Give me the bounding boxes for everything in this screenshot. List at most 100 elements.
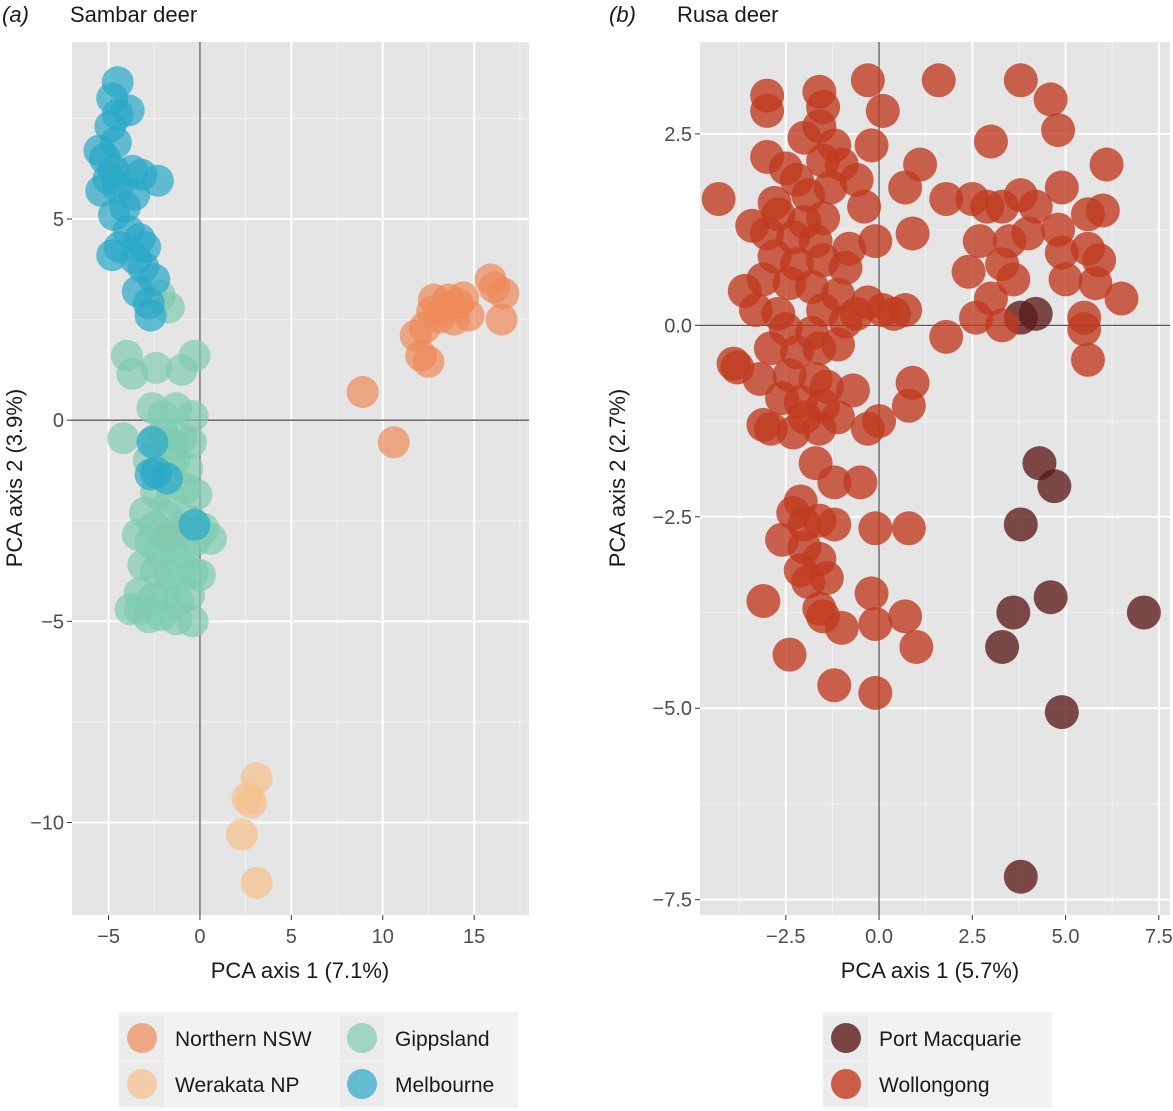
- point-port-macquarie: [1126, 595, 1161, 630]
- point-wollongong: [891, 388, 926, 423]
- legend-marker-wollongong: [831, 1069, 861, 1099]
- x-tick-label: 10: [372, 926, 394, 948]
- x-tick-label: −5: [97, 926, 120, 948]
- point-wollongong: [1048, 262, 1083, 297]
- point-northern-nsw: [377, 426, 410, 459]
- y-tick-label: −2.5: [653, 507, 692, 529]
- point-wollongong: [753, 331, 788, 366]
- point-gippsland: [107, 422, 140, 455]
- panel-tag-b: (b): [609, 2, 636, 27]
- point-wollongong: [835, 373, 870, 408]
- point-port-macquarie: [1044, 695, 1079, 730]
- point-wollongong: [996, 262, 1031, 297]
- point-wollongong: [962, 224, 997, 259]
- point-melbourne: [112, 94, 145, 127]
- point-wollongong: [970, 189, 1005, 224]
- x-tick-label: 5.0: [1052, 926, 1080, 948]
- point-wollongong: [1070, 342, 1105, 377]
- point-wollongong: [959, 300, 994, 335]
- point-wollongong: [854, 128, 889, 163]
- point-port-macquarie: [996, 595, 1031, 630]
- point-wollongong: [1044, 170, 1079, 205]
- legend-marker-northern-nsw: [127, 1023, 157, 1053]
- point-wollongong: [1089, 147, 1124, 182]
- x-tick-label: 2.5: [958, 926, 986, 948]
- point-wollongong: [921, 63, 956, 98]
- panel-tag-a: (a): [2, 2, 29, 27]
- point-gippsland: [132, 601, 165, 634]
- legend-b: Port Macquarie Wollongong: [822, 1012, 1052, 1108]
- legend-label-wollongong: Wollongong: [879, 1074, 990, 1097]
- legend-label-gippsland: Gippsland: [395, 1028, 490, 1051]
- y-axis-title-b: PCA axis 2 (2.7%): [605, 389, 630, 568]
- point-wollongong: [847, 189, 882, 224]
- point-wollongong: [888, 293, 923, 328]
- y-axis-title-a: PCA axis 2 (3.9%): [2, 389, 27, 568]
- point-wollongong: [746, 262, 781, 297]
- point-port-macquarie: [1003, 859, 1038, 894]
- points-a: [83, 66, 520, 899]
- point-northern-nsw: [452, 299, 485, 332]
- legend-marker-gippsland: [347, 1023, 377, 1053]
- y-tick-label: 0.0: [664, 315, 692, 337]
- y-tick-label: 5: [53, 209, 64, 231]
- point-wollongong: [1078, 266, 1113, 301]
- point-wollongong: [716, 346, 751, 381]
- panel-rusa-deer: (b) Rusa deer −2.5 0.0 2.5 5.0 7.5 −7.5−5.0−…: [605, 2, 1173, 1108]
- point-melbourne: [96, 239, 129, 272]
- x-ticks-b: −2.5 0.0 2.5 5.0 7.5: [766, 915, 1173, 948]
- x-tick-label: −2.5: [766, 926, 805, 948]
- y-tick-label: 2.5: [664, 124, 692, 146]
- point-wollongong: [1018, 189, 1053, 224]
- legend-marker-port-macquarie: [831, 1023, 861, 1053]
- point-wollongong: [783, 553, 818, 588]
- point-wollongong: [772, 637, 807, 672]
- point-wollongong: [985, 308, 1020, 343]
- legend-marker-werakata-np: [127, 1069, 157, 1099]
- points-b: [701, 63, 1161, 894]
- point-melbourne: [134, 299, 167, 332]
- point-wollongong: [929, 181, 964, 216]
- x-tick-label: 15: [463, 926, 485, 948]
- y-tick-label: −5: [41, 611, 64, 633]
- point-wollongong: [1044, 235, 1079, 270]
- point-wollongong: [1003, 63, 1038, 98]
- legend-marker-melbourne: [347, 1069, 377, 1099]
- x-axis-title-b: PCA axis 1 (5.7%): [841, 958, 1020, 983]
- point-wollongong: [750, 93, 785, 128]
- point-wollongong: [1033, 82, 1068, 117]
- point-gippsland: [180, 478, 213, 511]
- legend-label-northern-nsw: Northern NSW: [175, 1028, 312, 1051]
- point-werakata-np: [240, 866, 273, 899]
- point-wollongong: [951, 254, 986, 289]
- chart-title-b: Rusa deer: [677, 2, 779, 27]
- point-wollongong: [821, 327, 856, 362]
- panel-sambar-deer: (a) Sambar deer −5 0 5 10 15 −10 −5 0 5 PCA axi…: [2, 2, 529, 1108]
- point-wollongong: [865, 93, 900, 128]
- point-wollongong: [839, 162, 874, 197]
- point-werakata-np: [235, 786, 268, 819]
- point-wollongong: [776, 415, 811, 450]
- point-melbourne: [141, 164, 174, 197]
- y-tick-label: −5.0: [653, 698, 692, 720]
- point-wollongong: [899, 629, 934, 664]
- point-wollongong: [850, 411, 885, 446]
- point-wollongong: [701, 181, 736, 216]
- point-wollongong: [858, 675, 893, 710]
- point-wollongong: [888, 599, 923, 634]
- point-wollongong: [850, 63, 885, 98]
- point-wollongong: [888, 170, 923, 205]
- legend-a: Northern NSW Werakata NP Gippsland Melbo…: [118, 1012, 518, 1108]
- point-wollongong: [1104, 281, 1139, 316]
- point-northern-nsw: [346, 376, 379, 409]
- point-wollongong: [806, 599, 841, 634]
- gridlines-a: [72, 42, 529, 915]
- point-wollongong: [929, 319, 964, 354]
- point-wollongong: [858, 224, 893, 259]
- point-port-macquarie: [985, 629, 1020, 664]
- point-wollongong: [1041, 113, 1076, 148]
- point-port-macquarie: [1037, 469, 1072, 504]
- point-wollongong: [821, 400, 856, 435]
- legend-label-melbourne: Melbourne: [395, 1074, 494, 1097]
- y-tick-label: −7.5: [653, 890, 692, 912]
